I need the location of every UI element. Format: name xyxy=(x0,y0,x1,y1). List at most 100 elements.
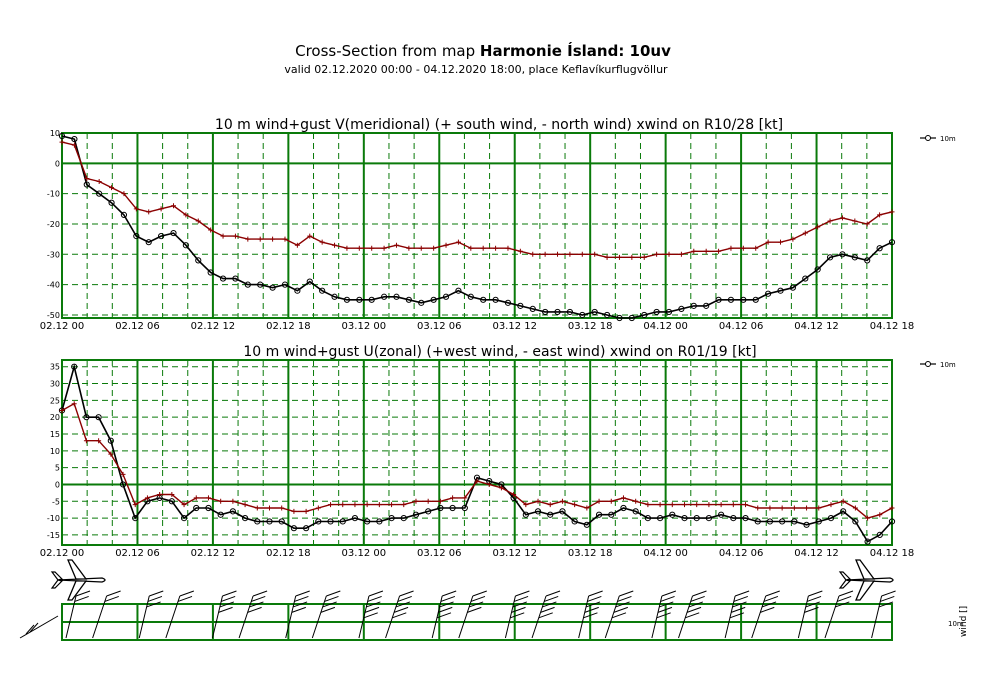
series-gust-point xyxy=(340,502,346,508)
series-gust-point xyxy=(791,505,797,511)
barb-feather xyxy=(366,601,381,608)
series-wind-point xyxy=(400,514,407,522)
barb-feather xyxy=(729,612,745,619)
barb-feather xyxy=(221,595,236,602)
barb-feather xyxy=(511,606,526,613)
barb-feather xyxy=(734,590,750,597)
x-tick-label: 04.12 06 xyxy=(719,321,764,332)
series-gust-point xyxy=(877,512,883,518)
series-gust-point xyxy=(779,505,785,511)
series-gust-point xyxy=(245,236,251,242)
barb-feather xyxy=(29,622,39,633)
series-wind-point xyxy=(678,305,685,313)
series-gust-point xyxy=(864,221,870,227)
barb-feather xyxy=(804,606,819,613)
series-gust-point xyxy=(133,206,139,212)
series-gust-point xyxy=(743,502,749,508)
barb-feather xyxy=(838,590,854,597)
barb-feather xyxy=(219,601,235,608)
series-gust-point xyxy=(319,239,325,245)
series-wind-point xyxy=(888,239,896,246)
y-tick-label: 30 xyxy=(50,380,60,389)
x-tick-label: 04.12 00 xyxy=(643,321,688,332)
barb-feather xyxy=(765,590,780,597)
wind-barb xyxy=(311,590,341,639)
barb-feather xyxy=(881,590,896,597)
barb-feather xyxy=(326,590,341,597)
series-wind-point xyxy=(180,514,188,522)
series-gust-point xyxy=(657,502,663,508)
series-wind-point xyxy=(315,518,322,525)
series-wind-point xyxy=(529,305,536,313)
series-wind-point xyxy=(591,308,598,316)
chart-meridional-grid xyxy=(61,132,893,319)
series-wind-point xyxy=(306,278,313,285)
wind-barb xyxy=(431,590,457,639)
plot-frame xyxy=(61,132,893,319)
chart-zonal-legend-label: 10m xyxy=(940,361,956,369)
series-gust-point xyxy=(604,254,610,260)
x-tick-label: 02.12 06 xyxy=(115,548,160,559)
series-gust-point xyxy=(804,505,810,511)
barb-staff xyxy=(824,595,840,639)
series-gust-point xyxy=(267,505,272,511)
series-wind-point xyxy=(579,311,586,319)
series-wind-point xyxy=(217,511,224,518)
series-gust-point xyxy=(865,515,871,521)
series-gust-point xyxy=(840,498,846,504)
wind-barb xyxy=(724,590,750,639)
barb-feather xyxy=(585,601,601,608)
wind-barb xyxy=(19,615,59,639)
series-gust-point xyxy=(291,508,297,514)
series-gust-point xyxy=(108,451,114,457)
series-wind-point xyxy=(644,514,651,522)
barb-feather xyxy=(399,590,414,597)
barb-feather xyxy=(512,601,527,608)
series-gust-point xyxy=(121,191,127,197)
x-tick-label: 03.12 18 xyxy=(568,321,613,332)
series-gust-point xyxy=(547,502,553,508)
series-gust-point xyxy=(71,142,77,148)
series-wind-point xyxy=(193,504,200,512)
series-wind-point xyxy=(229,508,236,515)
series-wind-point xyxy=(158,233,165,240)
chart-meridional-title: 10 m wind+gust V(meridional) (+ south wi… xyxy=(215,117,783,133)
series-gust-point xyxy=(232,233,238,239)
series-gust-point xyxy=(839,215,845,221)
series-gust-point xyxy=(381,245,387,251)
series-wind-point xyxy=(368,296,375,303)
series-wind-point xyxy=(83,181,90,188)
series-wind-point xyxy=(554,308,561,316)
y-tick-label: 25 xyxy=(50,396,60,405)
series-gust-point xyxy=(728,245,734,251)
series-gust-point xyxy=(356,245,362,251)
series-gust-point xyxy=(158,206,164,212)
wind-barb xyxy=(238,590,268,639)
barb-feather xyxy=(74,595,89,602)
barb-feather xyxy=(106,590,121,597)
series-wind-point xyxy=(566,308,574,316)
series-wind-point xyxy=(241,514,249,522)
series-gust-point xyxy=(572,502,578,508)
barb-feather xyxy=(320,606,336,613)
barb-feather xyxy=(878,601,894,608)
chart-meridional-legend-label: 10m xyxy=(940,135,956,143)
series-wind-point xyxy=(107,437,114,444)
series-wind-point xyxy=(120,211,128,218)
barb-feather xyxy=(513,595,529,602)
series-wind-point xyxy=(339,518,346,525)
series-gust-point xyxy=(59,139,65,145)
series-gust-point xyxy=(307,233,313,239)
series-gust-point xyxy=(682,502,687,508)
barb-feather xyxy=(619,590,634,597)
series-gust-point xyxy=(474,478,480,484)
series-gust-point xyxy=(455,239,461,245)
series-wind-point xyxy=(303,525,310,532)
series-wind-point xyxy=(669,511,676,518)
x-tick-label: 04.12 06 xyxy=(719,548,764,559)
series-wind-point xyxy=(95,414,102,421)
series-gust-point xyxy=(205,495,211,501)
series-gust-point xyxy=(254,505,260,511)
x-tick-label: 02.12 00 xyxy=(40,321,85,332)
series-wind-point xyxy=(653,308,660,316)
